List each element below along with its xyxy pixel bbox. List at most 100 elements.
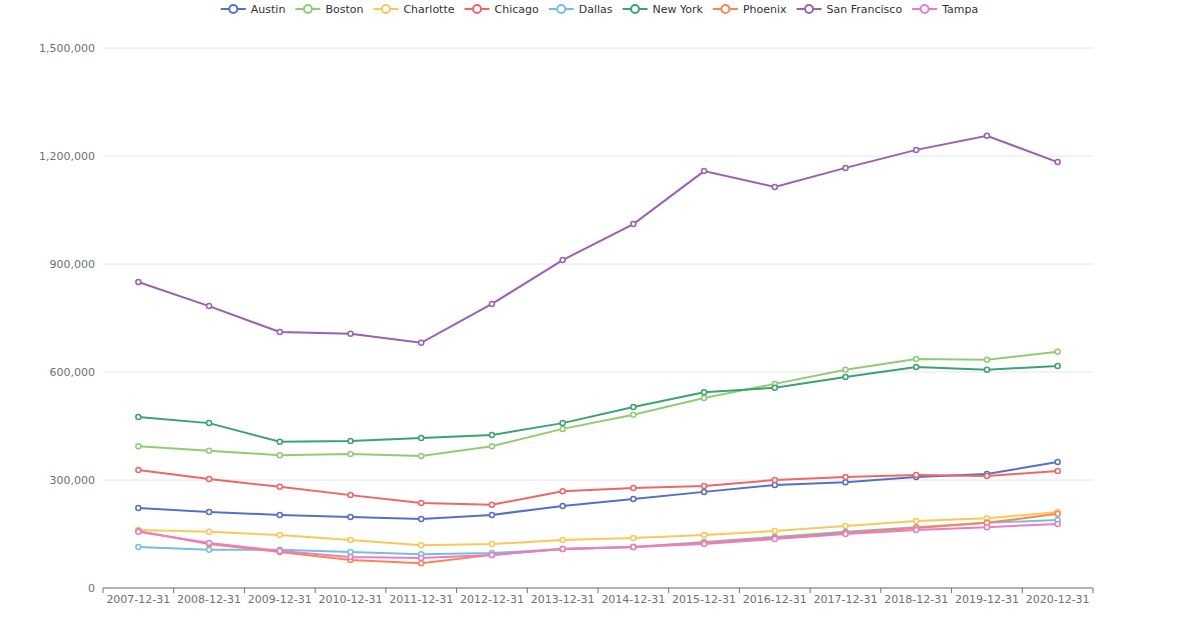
point[interactable] [489, 433, 494, 438]
point[interactable] [277, 453, 282, 458]
point[interactable] [419, 453, 424, 458]
point[interactable] [984, 474, 989, 479]
point[interactable] [136, 467, 141, 472]
point[interactable] [772, 529, 777, 534]
point[interactable] [207, 421, 212, 426]
point[interactable] [1055, 160, 1060, 165]
point[interactable] [489, 552, 494, 557]
point[interactable] [489, 512, 494, 517]
point[interactable] [1055, 460, 1060, 465]
legend-item[interactable]: Chicago [465, 3, 539, 16]
point[interactable] [1055, 521, 1060, 526]
point[interactable] [772, 478, 777, 483]
point[interactable] [207, 529, 212, 534]
point[interactable] [631, 404, 636, 409]
legend-item[interactable]: Dallas [549, 3, 613, 16]
point[interactable] [207, 476, 212, 481]
point[interactable] [136, 544, 141, 549]
point[interactable] [207, 541, 212, 546]
legend-item[interactable]: Austin [221, 3, 286, 16]
point[interactable] [843, 165, 848, 170]
point[interactable] [207, 547, 212, 552]
point[interactable] [348, 452, 353, 457]
point[interactable] [348, 493, 353, 498]
point[interactable] [772, 537, 777, 542]
point[interactable] [843, 532, 848, 537]
point[interactable] [348, 538, 353, 543]
point[interactable] [419, 516, 424, 521]
point[interactable] [843, 524, 848, 529]
point[interactable] [489, 301, 494, 306]
point[interactable] [984, 367, 989, 372]
point[interactable] [1055, 349, 1060, 354]
point[interactable] [560, 503, 565, 508]
point[interactable] [1055, 511, 1060, 516]
point[interactable] [702, 390, 707, 395]
point[interactable] [348, 515, 353, 520]
point[interactable] [560, 426, 565, 431]
point[interactable] [843, 480, 848, 485]
point[interactable] [702, 542, 707, 547]
point[interactable] [136, 280, 141, 285]
point[interactable] [207, 448, 212, 453]
point[interactable] [631, 497, 636, 502]
point[interactable] [560, 547, 565, 552]
point[interactable] [914, 147, 919, 152]
legend-item[interactable]: Phoenix [713, 3, 787, 16]
point[interactable] [702, 395, 707, 400]
point[interactable] [277, 512, 282, 517]
legend-item[interactable]: Tampa [912, 3, 978, 16]
point[interactable] [277, 548, 282, 553]
point[interactable] [702, 169, 707, 174]
point[interactable] [702, 484, 707, 489]
point[interactable] [984, 525, 989, 530]
point[interactable] [631, 222, 636, 227]
point[interactable] [631, 535, 636, 540]
point[interactable] [136, 506, 141, 511]
point[interactable] [772, 483, 777, 488]
point[interactable] [277, 439, 282, 444]
point[interactable] [348, 439, 353, 444]
point[interactable] [277, 484, 282, 489]
point[interactable] [560, 538, 565, 543]
point[interactable] [489, 502, 494, 507]
point[interactable] [419, 501, 424, 506]
point[interactable] [136, 444, 141, 449]
point[interactable] [560, 547, 565, 552]
point[interactable] [914, 357, 919, 362]
point[interactable] [348, 555, 353, 560]
point[interactable] [277, 533, 282, 538]
point[interactable] [560, 258, 565, 263]
point[interactable] [419, 340, 424, 345]
point[interactable] [914, 519, 919, 524]
point[interactable] [843, 367, 848, 372]
point[interactable] [631, 544, 636, 549]
point[interactable] [772, 385, 777, 390]
point[interactable] [489, 444, 494, 449]
point[interactable] [631, 544, 636, 549]
point[interactable] [914, 528, 919, 533]
point[interactable] [843, 375, 848, 380]
point[interactable] [348, 331, 353, 336]
point[interactable] [136, 529, 141, 534]
point[interactable] [136, 529, 141, 534]
legend-item[interactable]: Boston [295, 3, 363, 16]
point[interactable] [843, 475, 848, 480]
point[interactable] [914, 472, 919, 477]
legend-item[interactable]: Charlotte [373, 3, 454, 16]
point[interactable] [560, 547, 565, 552]
point[interactable] [419, 561, 424, 566]
point[interactable] [772, 184, 777, 189]
point[interactable] [560, 421, 565, 426]
point[interactable] [419, 556, 424, 561]
point[interactable] [489, 542, 494, 547]
point[interactable] [419, 543, 424, 548]
point[interactable] [419, 435, 424, 440]
point[interactable] [631, 485, 636, 490]
point[interactable] [631, 544, 636, 549]
point[interactable] [348, 550, 353, 555]
point[interactable] [277, 330, 282, 335]
legend-item[interactable]: San Francisco [797, 3, 903, 16]
point[interactable] [702, 533, 707, 538]
point[interactable] [984, 357, 989, 362]
